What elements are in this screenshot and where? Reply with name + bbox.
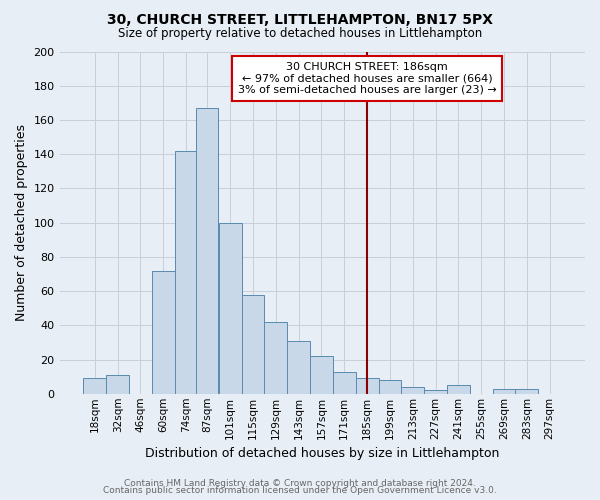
Bar: [401, 387, 424, 394]
Bar: [106, 375, 129, 394]
Bar: [333, 372, 356, 394]
Bar: [83, 378, 106, 394]
Bar: [515, 388, 538, 394]
X-axis label: Distribution of detached houses by size in Littlehampton: Distribution of detached houses by size …: [145, 447, 499, 460]
Bar: [265, 322, 287, 394]
Bar: [310, 356, 333, 394]
Bar: [287, 340, 310, 394]
Bar: [196, 108, 218, 394]
Text: Size of property relative to detached houses in Littlehampton: Size of property relative to detached ho…: [118, 28, 482, 40]
Y-axis label: Number of detached properties: Number of detached properties: [15, 124, 28, 321]
Bar: [219, 222, 242, 394]
Bar: [242, 294, 265, 394]
Text: Contains public sector information licensed under the Open Government Licence v3: Contains public sector information licen…: [103, 486, 497, 495]
Bar: [493, 388, 515, 394]
Bar: [356, 378, 379, 394]
Bar: [424, 390, 447, 394]
Bar: [447, 385, 470, 394]
Bar: [175, 151, 197, 394]
Bar: [379, 380, 401, 394]
Text: 30 CHURCH STREET: 186sqm
← 97% of detached houses are smaller (664)
3% of semi-d: 30 CHURCH STREET: 186sqm ← 97% of detach…: [238, 62, 496, 95]
Bar: [152, 270, 175, 394]
Text: Contains HM Land Registry data © Crown copyright and database right 2024.: Contains HM Land Registry data © Crown c…: [124, 478, 476, 488]
Text: 30, CHURCH STREET, LITTLEHAMPTON, BN17 5PX: 30, CHURCH STREET, LITTLEHAMPTON, BN17 5…: [107, 12, 493, 26]
